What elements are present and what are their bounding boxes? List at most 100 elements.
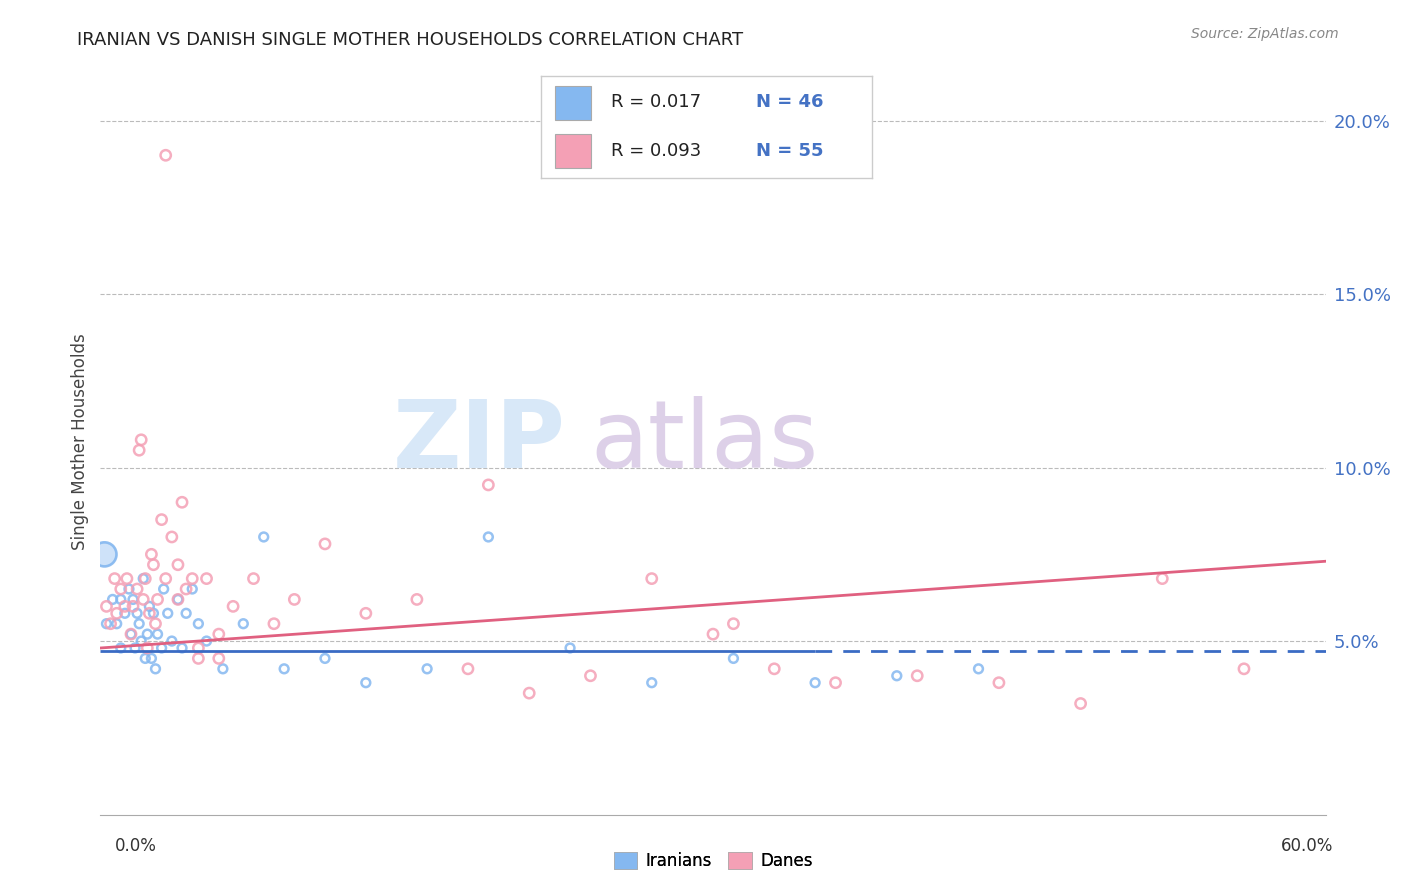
Point — [558, 640, 581, 655]
Point — [120, 627, 142, 641]
Point — [641, 572, 664, 586]
Text: R = 0.017: R = 0.017 — [610, 94, 700, 112]
Point — [208, 651, 231, 665]
Point — [170, 640, 193, 655]
Point — [142, 558, 165, 572]
Point — [763, 662, 786, 676]
Point — [212, 662, 235, 676]
Point — [174, 582, 197, 596]
Point — [723, 616, 745, 631]
Point — [132, 592, 155, 607]
Y-axis label: Single Mother Households: Single Mother Households — [72, 334, 89, 549]
Point — [155, 572, 177, 586]
Point — [114, 599, 136, 614]
Point — [181, 582, 204, 596]
Point — [242, 572, 264, 586]
Text: atlas: atlas — [591, 395, 818, 488]
Point — [150, 640, 173, 655]
Point — [1070, 697, 1092, 711]
Text: IRANIAN VS DANISH SINGLE MOTHER HOUSEHOLDS CORRELATION CHART: IRANIAN VS DANISH SINGLE MOTHER HOUSEHOL… — [77, 31, 744, 49]
Point — [128, 616, 150, 631]
Point — [141, 547, 163, 561]
Point — [723, 651, 745, 665]
Point — [134, 651, 156, 665]
FancyBboxPatch shape — [554, 87, 591, 120]
Point — [127, 582, 149, 596]
Point — [579, 669, 602, 683]
Point — [105, 616, 128, 631]
Point — [160, 530, 183, 544]
Point — [477, 530, 499, 544]
Point — [105, 607, 128, 621]
Text: 60.0%: 60.0% — [1281, 837, 1333, 855]
Point — [167, 592, 190, 607]
Point — [141, 651, 163, 665]
Point — [122, 592, 145, 607]
Text: R = 0.093: R = 0.093 — [610, 142, 702, 160]
Point — [314, 537, 336, 551]
Point — [354, 607, 377, 621]
Text: Source: ZipAtlas.com: Source: ZipAtlas.com — [1191, 27, 1339, 41]
Point — [96, 616, 118, 631]
Point — [263, 616, 285, 631]
Point — [886, 669, 908, 683]
Point — [136, 627, 159, 641]
Point — [181, 572, 204, 586]
Point — [187, 640, 209, 655]
Point — [93, 547, 115, 561]
Point — [167, 592, 190, 607]
Point — [824, 675, 846, 690]
Point — [702, 627, 724, 641]
Point — [187, 651, 209, 665]
Point — [517, 686, 540, 700]
Point — [145, 662, 167, 676]
Point — [129, 634, 152, 648]
Text: ZIP: ZIP — [394, 395, 567, 488]
Point — [174, 607, 197, 621]
Point — [120, 627, 142, 641]
Point — [124, 640, 146, 655]
Point — [1233, 662, 1256, 676]
Point — [232, 616, 254, 631]
Point — [354, 675, 377, 690]
Point — [160, 634, 183, 648]
Point — [273, 662, 295, 676]
Point — [146, 592, 169, 607]
Point — [122, 599, 145, 614]
Point — [187, 616, 209, 631]
Point — [195, 572, 218, 586]
Point — [145, 616, 167, 631]
Point — [138, 599, 160, 614]
Point — [150, 513, 173, 527]
Point — [110, 592, 132, 607]
Point — [195, 634, 218, 648]
Point — [132, 572, 155, 586]
Point — [641, 675, 664, 690]
Point — [96, 599, 118, 614]
Point — [138, 607, 160, 621]
Point — [170, 495, 193, 509]
Point — [804, 675, 827, 690]
Point — [104, 572, 127, 586]
Point — [142, 607, 165, 621]
Point — [127, 607, 149, 621]
Text: N = 46: N = 46 — [756, 94, 824, 112]
Point — [114, 607, 136, 621]
Point — [128, 443, 150, 458]
Point — [101, 592, 124, 607]
Point — [115, 572, 138, 586]
Point — [110, 582, 132, 596]
Point — [967, 662, 990, 676]
Point — [134, 572, 156, 586]
Point — [457, 662, 479, 676]
Point — [253, 530, 276, 544]
Point — [477, 478, 499, 492]
Point — [93, 547, 115, 561]
Point — [167, 558, 190, 572]
Text: 0.0%: 0.0% — [115, 837, 157, 855]
Point — [129, 433, 152, 447]
Point — [222, 599, 245, 614]
Point — [100, 616, 122, 631]
Point — [146, 627, 169, 641]
Point — [208, 627, 231, 641]
